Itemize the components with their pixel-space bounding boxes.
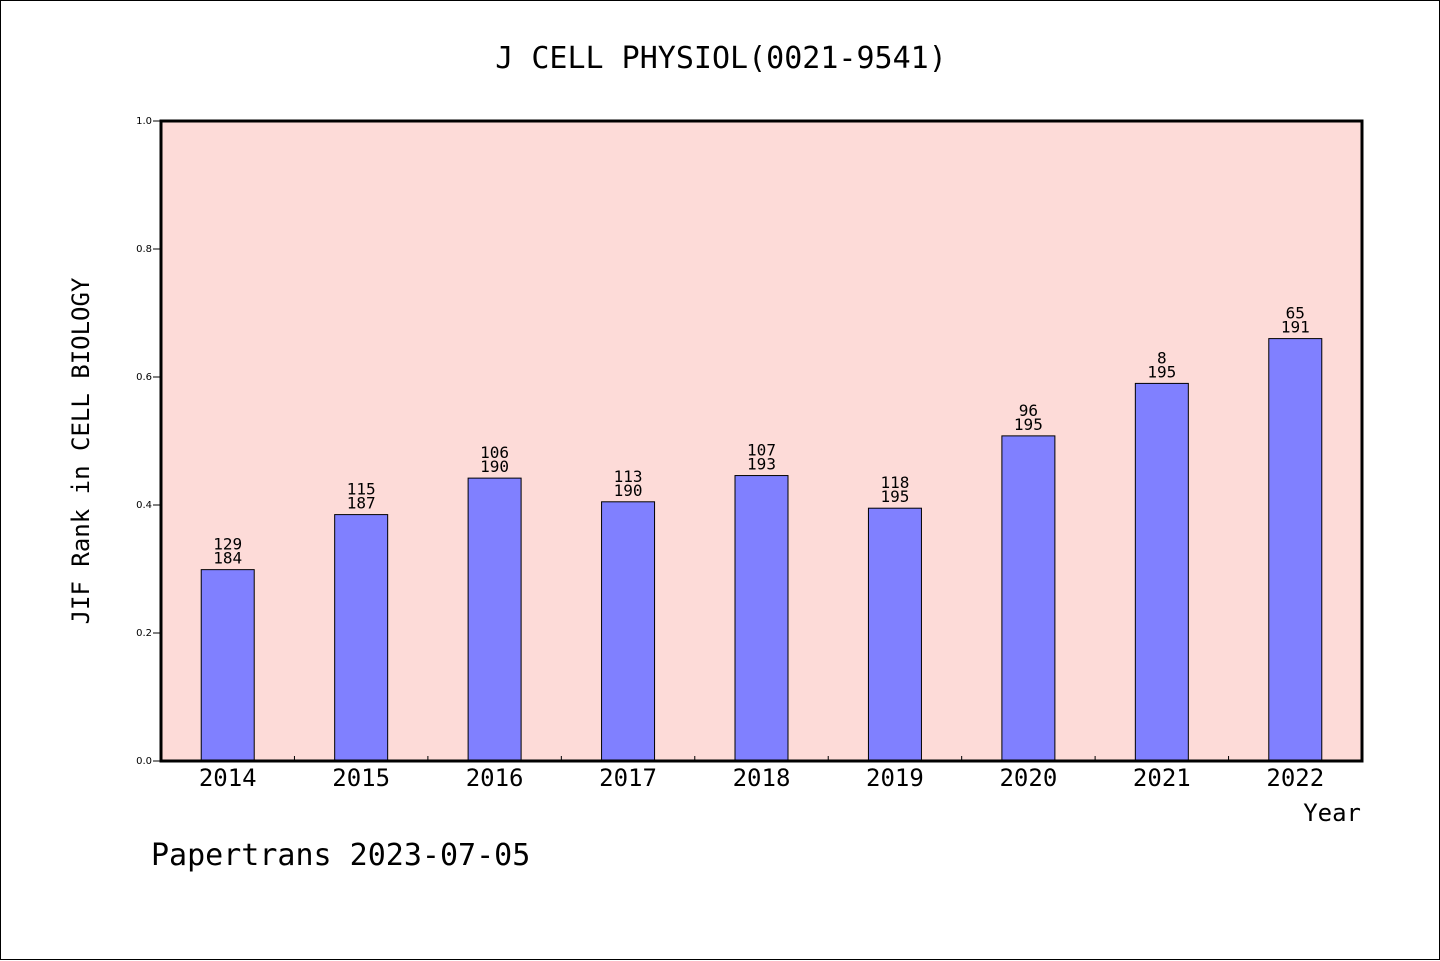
- x-tick-label: 2014: [199, 764, 257, 792]
- bar-data-labels: 1291841151871061901131901071931181959619…: [213, 304, 1309, 568]
- y-axis-ticks: 0.0 0.2 0.4 0.6 0.8 1.0: [136, 116, 161, 767]
- bar-rank-label: 113: [614, 467, 643, 486]
- bar-2018: [734, 475, 789, 762]
- y-tick-label: 0.0: [136, 756, 152, 767]
- bar-2015: [334, 514, 389, 762]
- bar-2017: [601, 501, 656, 762]
- x-tick-label: 2016: [466, 764, 524, 792]
- x-tick-label: 2018: [733, 764, 791, 792]
- bar-total-label: 195: [1014, 415, 1043, 434]
- bar-2016: [467, 477, 522, 762]
- bar-2021: [1134, 382, 1189, 762]
- y-tick-label: 1.0: [136, 116, 152, 127]
- x-tick-label: 2017: [599, 764, 657, 792]
- plot-border: [159, 119, 1364, 763]
- bar-2022: [1268, 338, 1323, 762]
- bar-rank-label: 96: [1019, 401, 1038, 420]
- bar-total-label: 193: [747, 455, 776, 474]
- bar-rank-label: 65: [1286, 304, 1305, 323]
- bar-2014: [200, 569, 255, 762]
- bar-rank-label: 106: [480, 443, 509, 462]
- footer-watermark: Papertrans 2023-07-05: [151, 838, 530, 873]
- bar-rank-label: 118: [880, 473, 909, 492]
- bar-total-label: 190: [480, 457, 509, 476]
- y-tick-label: 0.6: [136, 372, 152, 383]
- bar-2020: [1001, 435, 1056, 762]
- bar-total-label: 195: [880, 487, 909, 506]
- y-tick-label: 0.8: [136, 244, 152, 255]
- bar-total-label: 187: [347, 494, 376, 513]
- x-axis-label: Year: [1303, 799, 1361, 827]
- bar-rank-label: 115: [347, 480, 376, 499]
- bar-total-label: 195: [1147, 362, 1176, 381]
- x-tick-label: 2020: [999, 764, 1057, 792]
- bar-rank-label: 129: [213, 535, 242, 554]
- x-tick-label: 2015: [332, 764, 390, 792]
- x-tick-label: 2021: [1133, 764, 1191, 792]
- bar-total-label: 190: [614, 481, 643, 500]
- bar-rank-label: 107: [747, 441, 776, 460]
- x-tick-label: 2019: [866, 764, 924, 792]
- y-tick-label: 0.4: [136, 500, 152, 511]
- y-tick-label: 0.2: [136, 628, 152, 639]
- bar-total-label: 184: [213, 549, 242, 568]
- bar-total-label: 191: [1281, 318, 1310, 337]
- bar-rank-label: 8: [1157, 348, 1167, 367]
- chart-title: J CELL PHYSIOL(0021-9541): [495, 41, 947, 76]
- y-axis-label: JIF Rank in CELL BIOLOGY: [67, 277, 95, 624]
- bars: [200, 338, 1323, 762]
- bar-2019: [867, 507, 922, 762]
- x-axis-ticks: 2014 2015 2016 2017 2018 2019 2020 2021 2022: [199, 756, 1324, 792]
- x-tick-label: 2022: [1266, 764, 1324, 792]
